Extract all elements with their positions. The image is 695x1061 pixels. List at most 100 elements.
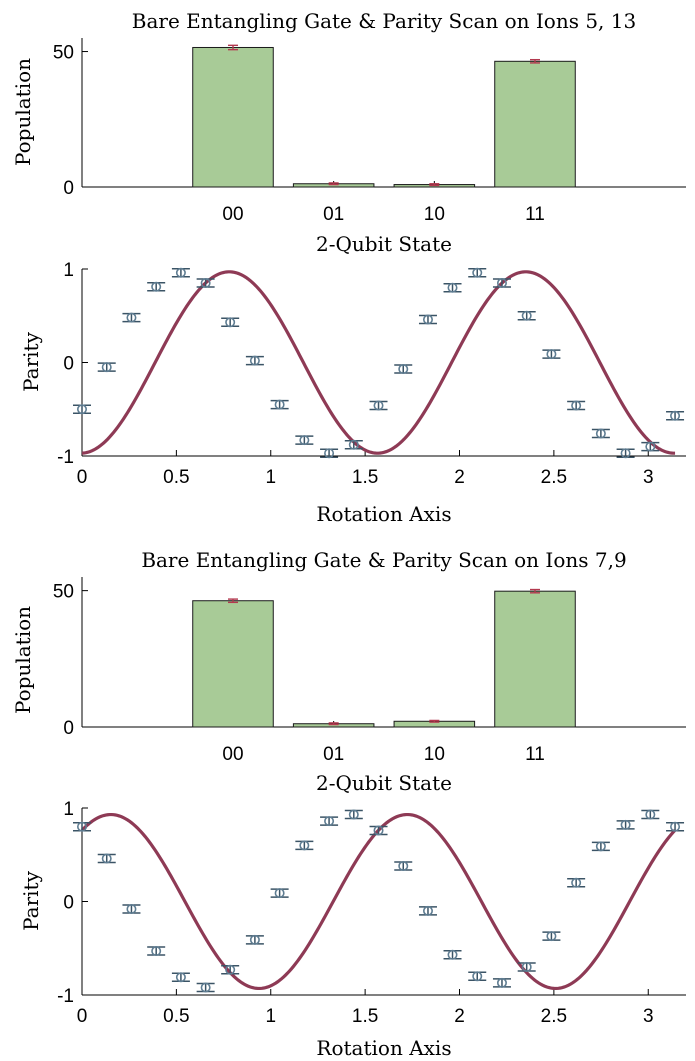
data-marker bbox=[496, 977, 507, 988]
x-tick-label: 2 bbox=[454, 467, 465, 488]
y-axis-label: Population bbox=[11, 606, 35, 714]
data-marker bbox=[175, 267, 186, 278]
data-marker bbox=[348, 439, 359, 450]
data-point bbox=[221, 317, 240, 328]
bar-11 bbox=[494, 60, 576, 188]
y-tick-label: 50 bbox=[53, 43, 74, 64]
y-axis-label: Parity bbox=[19, 331, 43, 391]
x-tick-label: 0.5 bbox=[163, 1006, 189, 1027]
data-point bbox=[320, 816, 339, 827]
data-point bbox=[320, 448, 339, 459]
data-point bbox=[270, 399, 289, 410]
bar-00 bbox=[192, 46, 274, 188]
x-axis-label: Rotation Axis bbox=[316, 502, 451, 526]
y-tick-label: 0 bbox=[63, 718, 74, 739]
fit-curve bbox=[81, 270, 676, 455]
data-marker bbox=[200, 278, 211, 289]
x-tick-label: 11 bbox=[525, 744, 545, 765]
data-marker bbox=[645, 441, 656, 452]
data-marker bbox=[126, 312, 137, 323]
data-marker bbox=[225, 964, 236, 975]
x-axis-label: 2-Qubit State bbox=[316, 771, 452, 795]
x-tick-label: 10 bbox=[424, 744, 445, 765]
data-marker bbox=[373, 825, 384, 836]
data-point bbox=[171, 267, 190, 278]
data-point bbox=[97, 362, 116, 373]
data-point bbox=[641, 441, 660, 452]
data-marker bbox=[101, 853, 112, 864]
data-point bbox=[369, 400, 388, 411]
data-marker bbox=[521, 310, 532, 321]
x-tick-label: 00 bbox=[222, 204, 243, 225]
data-point bbox=[542, 931, 561, 942]
x-axis-label: 2-Qubit State bbox=[316, 232, 452, 256]
data-marker bbox=[571, 877, 582, 888]
data-point bbox=[616, 448, 635, 459]
data-point bbox=[270, 888, 289, 899]
data-point bbox=[147, 281, 166, 292]
data-marker bbox=[595, 841, 606, 852]
x-tick-label: 00 bbox=[222, 744, 243, 765]
data-marker bbox=[126, 903, 137, 914]
data-point bbox=[171, 972, 190, 983]
data-marker bbox=[447, 949, 458, 960]
data-point bbox=[394, 364, 413, 375]
data-marker bbox=[422, 314, 433, 325]
data-point bbox=[344, 809, 363, 820]
data-marker bbox=[274, 399, 285, 410]
data-marker bbox=[472, 971, 483, 982]
data-marker bbox=[101, 362, 112, 373]
data-marker bbox=[299, 435, 310, 446]
data-marker bbox=[521, 961, 532, 972]
y-tick-label: 0 bbox=[63, 178, 74, 199]
data-marker bbox=[398, 860, 409, 871]
data-point bbox=[147, 946, 166, 957]
data-point bbox=[591, 428, 610, 439]
population-chart-ions-5-13: Bare Entangling Gate & Parity Scan on Io… bbox=[11, 9, 686, 256]
chart-title: Bare Entangling Gate & Parity Scan on Io… bbox=[141, 548, 626, 572]
data-marker bbox=[225, 317, 236, 328]
data-point bbox=[245, 355, 264, 366]
plot-area: 0 50 00 01 10 11 bbox=[53, 577, 686, 765]
data-point bbox=[418, 905, 437, 916]
data-point bbox=[492, 977, 511, 988]
data-point bbox=[468, 971, 487, 982]
data-point bbox=[443, 282, 462, 293]
fit-curve bbox=[80, 812, 677, 991]
data-marker bbox=[348, 809, 359, 820]
data-point bbox=[666, 821, 685, 832]
data-point bbox=[196, 982, 215, 993]
x-tick-label: 2.5 bbox=[541, 467, 567, 488]
x-tick-label: 1.5 bbox=[352, 1006, 378, 1027]
data-marker bbox=[546, 931, 557, 942]
plot-area: 0 50 00 01 10 11 bbox=[53, 38, 686, 225]
y-tick-label: 1 bbox=[63, 799, 74, 820]
data-marker bbox=[422, 905, 433, 916]
data-marker bbox=[620, 448, 631, 459]
data-marker bbox=[274, 888, 285, 899]
y-axis-label: Parity bbox=[19, 870, 43, 930]
data-point bbox=[517, 961, 536, 972]
data-point bbox=[567, 400, 586, 411]
data-point bbox=[221, 964, 240, 975]
x-tick-label: 0.5 bbox=[163, 467, 189, 488]
data-point bbox=[443, 949, 462, 960]
data-point bbox=[369, 825, 388, 836]
data-point bbox=[418, 314, 437, 325]
y-tick-label: -1 bbox=[57, 447, 74, 468]
x-tick-label: 1.5 bbox=[352, 467, 378, 488]
y-axis-label: Population bbox=[11, 58, 35, 166]
x-tick-label: 1 bbox=[265, 467, 276, 488]
data-marker bbox=[447, 282, 458, 293]
data-point bbox=[616, 819, 635, 830]
chart-title: Bare Entangling Gate & Parity Scan on Io… bbox=[132, 9, 636, 33]
data-point bbox=[394, 860, 413, 871]
y-tick-label: -1 bbox=[57, 986, 74, 1007]
x-tick-label: 3 bbox=[643, 467, 654, 488]
data-marker bbox=[670, 410, 681, 421]
data-point bbox=[245, 934, 264, 945]
data-marker bbox=[175, 972, 186, 983]
population-chart-ions-7-9: Bare Entangling Gate & Parity Scan on Io… bbox=[11, 548, 686, 795]
